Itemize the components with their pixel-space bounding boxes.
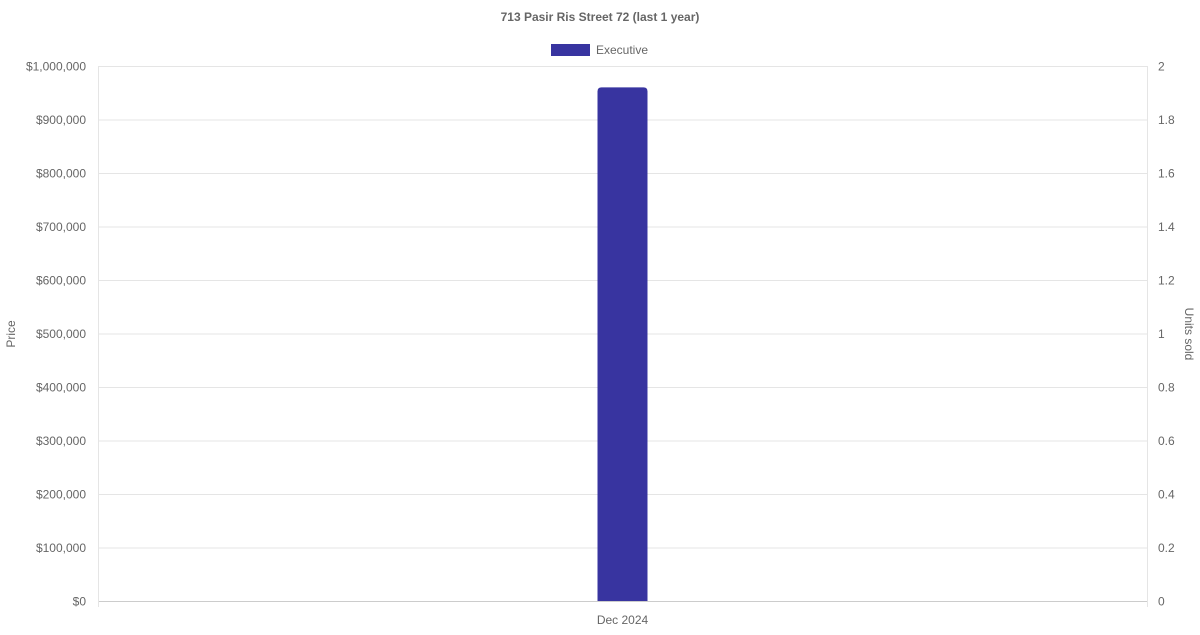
y2-tick-label: 1.8 bbox=[1158, 113, 1175, 127]
chart-title: 713 Pasir Ris Street 72 (last 1 year) bbox=[501, 10, 700, 24]
y-tick-label: $1,000,000 bbox=[26, 60, 86, 74]
y-tick-label: $400,000 bbox=[36, 381, 86, 395]
y-tick-label: $600,000 bbox=[36, 274, 86, 288]
y2-tick-label: 0.6 bbox=[1158, 434, 1175, 448]
y-tick-label: $700,000 bbox=[36, 220, 86, 234]
y-axis-label: Price bbox=[4, 320, 18, 348]
y2-axis-label: Units sold bbox=[1182, 308, 1196, 361]
legend-label: Executive bbox=[596, 43, 648, 57]
y-tick-label: $0 bbox=[73, 595, 87, 609]
y2-tick-label: 1.6 bbox=[1158, 167, 1175, 181]
y2-tick-label: 1.2 bbox=[1158, 274, 1175, 288]
y-tick-label: $800,000 bbox=[36, 167, 86, 181]
y2-tick-label: 0.2 bbox=[1158, 541, 1175, 555]
y2-tick-label: 0.4 bbox=[1158, 488, 1175, 502]
x-tick-label: Dec 2024 bbox=[597, 613, 649, 627]
y-tick-label: $300,000 bbox=[36, 434, 86, 448]
y-tick-label: $900,000 bbox=[36, 113, 86, 127]
y2-tick-label: 1 bbox=[1158, 327, 1165, 341]
bar bbox=[597, 87, 648, 601]
y2-tick-label: 0.8 bbox=[1158, 381, 1175, 395]
legend-item[interactable]: Executive bbox=[551, 43, 648, 57]
y-tick-label: $200,000 bbox=[36, 488, 86, 502]
y2-tick-label: 1.4 bbox=[1158, 220, 1175, 234]
y2-tick-label: 2 bbox=[1158, 60, 1165, 74]
y2-tick-label: 0 bbox=[1158, 595, 1165, 609]
y-tick-label: $100,000 bbox=[36, 541, 86, 555]
legend-swatch bbox=[551, 44, 590, 56]
y-tick-label: $500,000 bbox=[36, 327, 86, 341]
